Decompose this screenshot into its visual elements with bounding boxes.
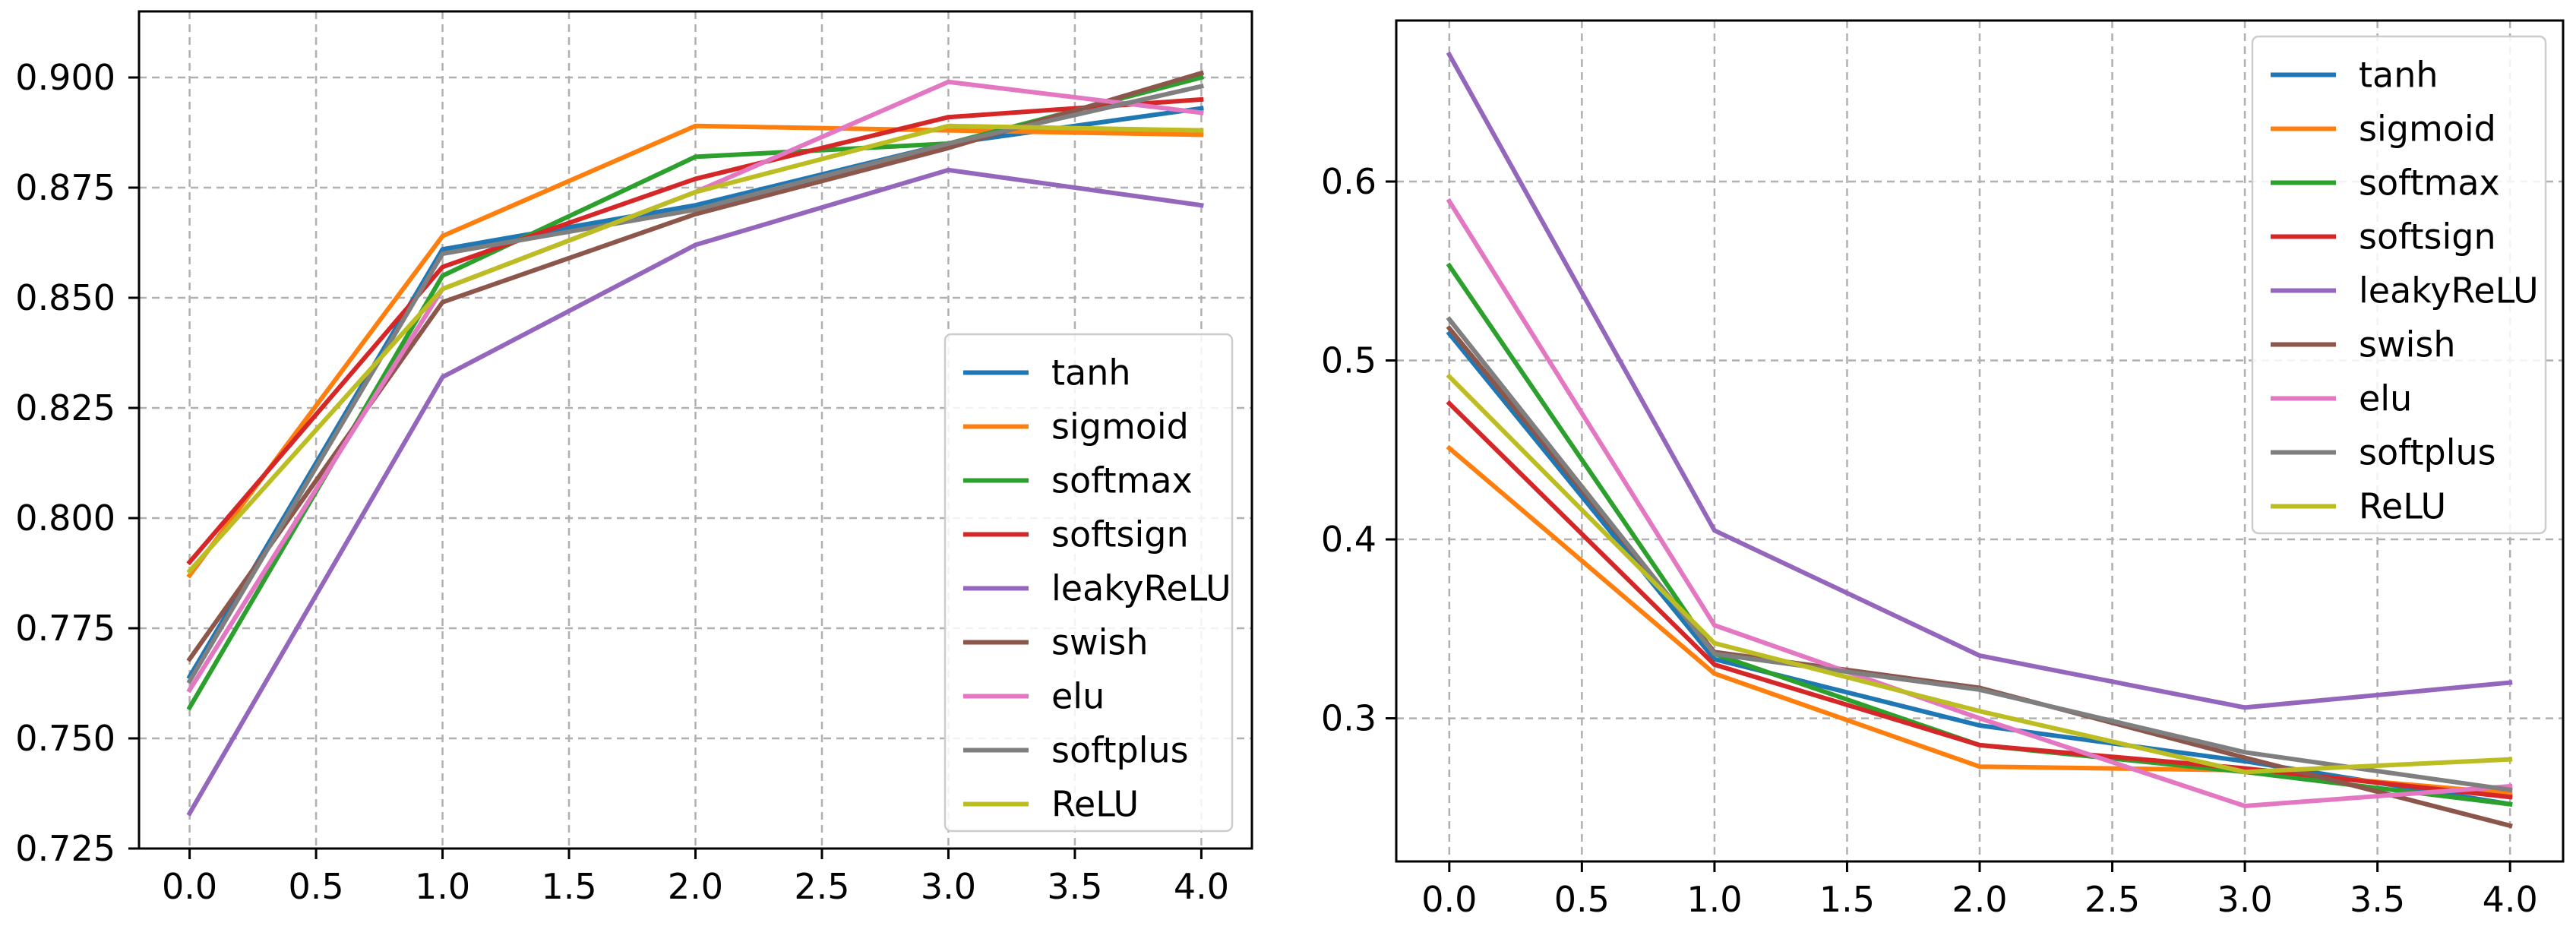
left-y-tick-label: 0.875: [15, 167, 115, 208]
right-legend-label: tanh: [2359, 55, 2439, 96]
left-y-tick-label: 0.800: [15, 498, 115, 539]
right-x-tick-label: 0.0: [1421, 879, 1477, 920]
right-y-tick-label: 0.5: [1321, 340, 1377, 381]
right-series-line-tanh: [1446, 330, 2513, 808]
right-y-tick-label: 0.6: [1321, 161, 1377, 202]
left-x-tick-label: 0.0: [162, 866, 217, 907]
right-x-tick-label: 1.5: [1819, 879, 1875, 920]
right-legend-item-softsign: softsign: [2271, 216, 2496, 258]
left-series-line-softplus: [186, 84, 1204, 684]
right-x-axis: 0.0 0.5 1.0 1.5 2.0 2.5 3.0 3.5 4.0: [1421, 861, 2538, 920]
right-legend-label: softmax: [2359, 163, 2500, 204]
right-legend-box: [2251, 35, 2547, 535]
right-legend-label: ReLU: [2359, 486, 2446, 527]
right-legend-item-leakyrelu: leakyReLU: [2271, 270, 2539, 311]
right-x-tick-label: 2.0: [1952, 879, 2007, 920]
right-legend: tanh sigmoid softmax softsign leakyReLU swish…: [2251, 35, 2547, 535]
left-x-tick-label: 2.5: [794, 866, 849, 907]
right-y-axis: 0.3 0.4 0.5 0.6: [1321, 161, 1396, 739]
right-legend-label: softsign: [2359, 216, 2496, 258]
right-series-line-elu: [1446, 198, 2513, 808]
left-y-tick-label: 0.775: [15, 608, 115, 649]
left-x-tick-label: 2.0: [668, 866, 723, 907]
left-legend-item-softmax: softmax: [963, 460, 1193, 501]
left-series-line-relu: [186, 123, 1204, 574]
right-series-lines: [1446, 51, 2513, 829]
left-legend-label: elu: [1051, 676, 1105, 717]
right-legend-item-softplus: softplus: [2271, 432, 2496, 473]
left-legend-label: leakyReLU: [1051, 568, 1231, 609]
left-series-line-softsign: [186, 96, 1204, 566]
right-x-tick-label: 4.0: [2483, 879, 2538, 920]
left-x-tick-label: 1.0: [415, 866, 470, 907]
left-series-line-leakyrelu: [186, 167, 1204, 817]
right-x-tick-label: 3.0: [2217, 879, 2273, 920]
right-legend-item-sigmoid: sigmoid: [2271, 109, 2496, 150]
left-series-lines: [186, 70, 1205, 817]
right-chart-loss: 0.0 0.5 1.0 1.5 2.0 2.5 3.0 3.5 4.0 0.3 0.4 0.5 0.6 t…: [1321, 19, 2565, 920]
left-x-tick-label: 3.0: [921, 866, 976, 907]
left-legend-item-swish: swish: [963, 622, 1149, 663]
left-y-tick-label: 0.850: [15, 277, 115, 318]
left-legend-item-softplus: softplus: [963, 730, 1189, 771]
left-series-line-sigmoid: [186, 123, 1204, 579]
right-series-line-softsign: [1446, 400, 2513, 800]
left-legend: tanh sigmoid softmax softsign leakyReLU swish…: [943, 333, 1234, 833]
right-legend-item-tanh: tanh: [2271, 55, 2439, 96]
right-y-tick-label: 0.4: [1321, 519, 1377, 560]
left-legend-item-elu: elu: [963, 676, 1105, 717]
left-x-tick-label: 1.5: [541, 866, 596, 907]
left-legend-item-sigmoid: sigmoid: [963, 406, 1189, 447]
left-y-tick-label: 0.725: [15, 828, 115, 869]
left-legend-label: softsign: [1051, 514, 1189, 555]
left-y-axis: 0.725 0.750 0.775 0.800 0.825 0.850 0.875 0.900: [15, 57, 139, 869]
left-x-tick-label: 0.5: [288, 866, 343, 907]
left-y-tick-label: 0.900: [15, 57, 115, 98]
left-y-tick-label: 0.750: [15, 718, 115, 759]
right-legend-item-softmax: softmax: [2271, 163, 2500, 204]
right-legend-label: sigmoid: [2359, 109, 2496, 150]
left-legend-item-softsign: softsign: [963, 514, 1189, 555]
right-x-tick-label: 1.0: [1686, 879, 1742, 920]
right-legend-item-relu: ReLU: [2271, 486, 2446, 527]
left-legend-item-relu: ReLU: [963, 784, 1139, 825]
left-legend-label: softplus: [1051, 730, 1189, 771]
right-legend-label: swish: [2359, 324, 2456, 365]
right-series-line-relu: [1446, 373, 2513, 775]
right-x-tick-label: 2.5: [2085, 879, 2140, 920]
left-legend-label: sigmoid: [1051, 406, 1189, 447]
right-x-tick-label: 3.5: [2350, 879, 2405, 920]
right-series-line-leakyrelu: [1446, 51, 2513, 710]
left-x-axis: 0.0 0.5 1.0 1.5 2.0 2.5 3.0 3.5 4.0: [162, 849, 1229, 907]
left-x-tick-label: 4.0: [1174, 866, 1229, 907]
left-legend-label: tanh: [1051, 352, 1131, 393]
left-legend-box: [943, 333, 1234, 833]
left-y-tick-label: 0.825: [15, 387, 115, 428]
right-legend-label: softplus: [2359, 432, 2496, 473]
left-legend-label: ReLU: [1051, 784, 1139, 825]
right-legend-label: elu: [2359, 378, 2412, 419]
right-legend-item-elu: elu: [2271, 378, 2412, 419]
right-series-line-softplus: [1446, 316, 2513, 793]
left-x-tick-label: 3.5: [1047, 866, 1102, 907]
left-legend-label: swish: [1051, 622, 1149, 663]
right-x-tick-label: 0.5: [1554, 879, 1610, 920]
right-legend-label: leakyReLU: [2359, 270, 2539, 311]
left-legend-item-leakyrelu: leakyReLU: [963, 568, 1231, 609]
right-legend-item-swish: swish: [2271, 324, 2456, 365]
left-legend-item-tanh: tanh: [963, 352, 1131, 393]
left-legend-label: softmax: [1051, 460, 1193, 501]
right-y-tick-label: 0.3: [1321, 698, 1377, 739]
left-chart-accuracy: 0.0 0.5 1.0 1.5 2.0 2.5 3.0 3.5 4.00.7250.7500.7…: [15, 10, 1253, 907]
